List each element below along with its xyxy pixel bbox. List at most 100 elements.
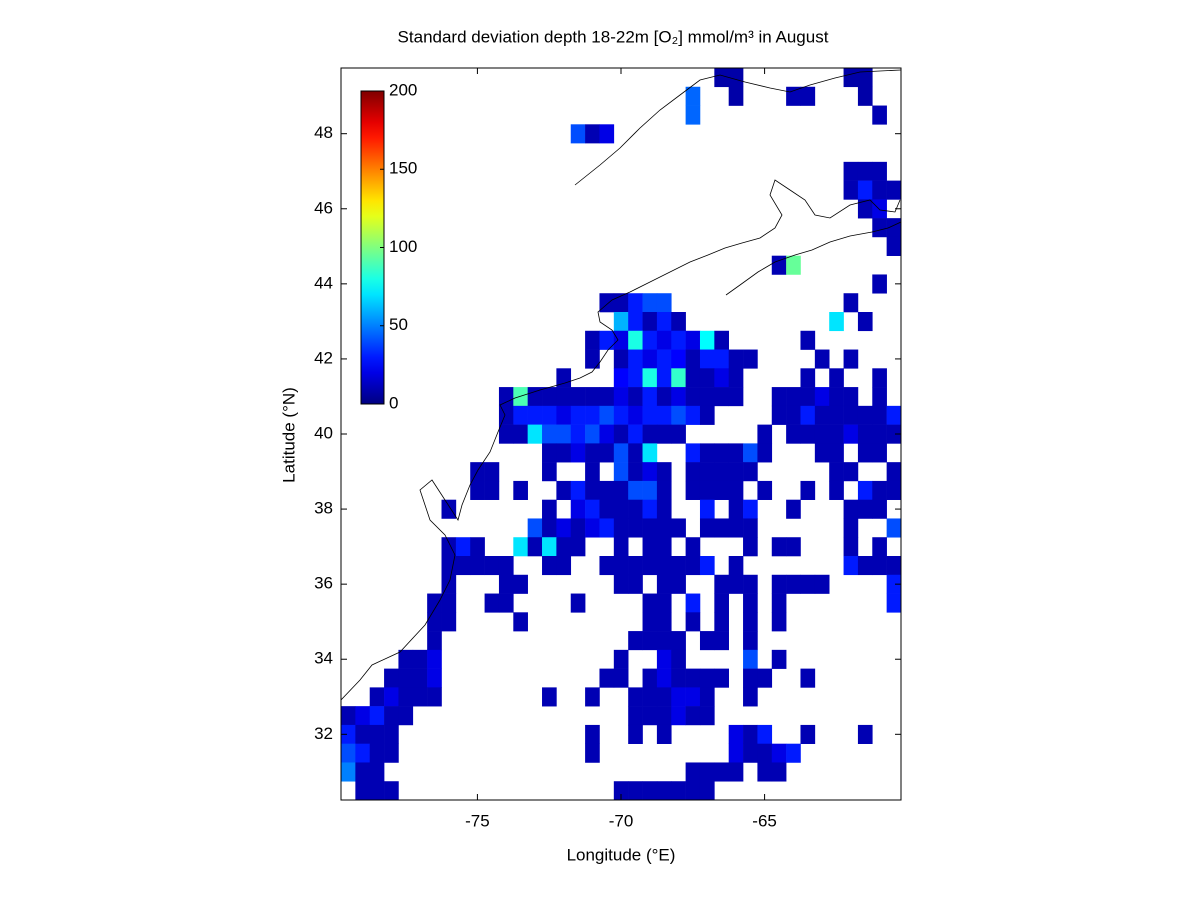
heatmap-cell <box>656 781 672 800</box>
heatmap-cell <box>585 480 600 500</box>
heatmap-cell <box>585 462 600 482</box>
heatmap-cell <box>743 574 758 594</box>
heatmap-cell <box>699 387 715 407</box>
heatmap-cell <box>613 668 629 688</box>
heatmap-cell <box>671 781 686 800</box>
heatmap-cell <box>613 518 629 538</box>
heatmap-cell <box>599 499 615 519</box>
heatmap-cell <box>685 612 701 632</box>
heatmap-cell <box>613 462 629 482</box>
heatmap-cell <box>728 387 744 407</box>
heatmap-cell <box>427 631 442 651</box>
heatmap-cell <box>628 480 643 500</box>
heatmap-cell <box>656 724 672 744</box>
heatmap-cell <box>570 405 586 425</box>
heatmap-cell <box>542 556 557 576</box>
heatmap-cell <box>369 781 385 800</box>
heatmap-cell <box>599 405 615 425</box>
y-tick-label: 42 <box>314 348 333 367</box>
heatmap-cell <box>800 724 816 744</box>
heatmap-cell <box>613 387 629 407</box>
heatmap-cell <box>728 462 744 482</box>
heatmap-cell <box>556 556 572 576</box>
heatmap-cell <box>671 649 686 669</box>
heatmap-cell <box>341 724 356 744</box>
heatmap-cell <box>685 593 701 613</box>
heatmap-cell <box>699 518 715 538</box>
heatmap-cell <box>771 405 787 425</box>
colorbar: 0 50 100 150 200 <box>360 80 417 412</box>
heatmap-cell <box>642 349 658 369</box>
heatmap-cell <box>857 312 873 332</box>
heatmap-cell <box>886 424 901 444</box>
heatmap-cell <box>671 668 686 688</box>
heatmap-cell <box>757 424 773 444</box>
heatmap-cell <box>570 593 586 613</box>
heatmap-cell <box>427 668 442 688</box>
heatmap-cell <box>786 405 801 425</box>
heatmap-cell <box>814 424 830 444</box>
heatmap-cell <box>384 781 399 800</box>
heatmap-cell <box>800 330 816 350</box>
heatmap-cell <box>757 724 773 744</box>
heatmap-cell <box>656 293 672 313</box>
heatmap-cell <box>743 443 758 463</box>
heatmap-cell <box>656 668 672 688</box>
heatmap-cell <box>757 443 773 463</box>
heatmap-cell <box>857 443 873 463</box>
colorbar-tick-label: 200 <box>389 80 417 99</box>
heatmap-cell <box>599 124 615 144</box>
heatmap-cell <box>829 312 844 332</box>
heatmap-cell <box>628 462 643 482</box>
heatmap-cell <box>628 724 643 744</box>
heatmap-cell <box>513 480 528 500</box>
heatmap-cell <box>556 443 572 463</box>
heatmap-cells <box>341 68 901 800</box>
heatmap-cell <box>685 537 701 557</box>
heatmap-cell <box>642 405 658 425</box>
heatmap-cell <box>743 724 758 744</box>
heatmap-cell <box>886 236 901 256</box>
heatmap-cell <box>628 499 643 519</box>
heatmap-cell <box>470 537 485 557</box>
heatmap-cell <box>886 218 901 238</box>
y-tick-label: 36 <box>314 574 333 593</box>
heatmap-cell <box>570 124 586 144</box>
heatmap-cell <box>642 518 658 538</box>
heatmap-cell <box>628 556 643 576</box>
heatmap-cell <box>455 537 471 557</box>
heatmap-cell <box>484 462 500 482</box>
heatmap-cell <box>628 405 643 425</box>
heatmap-cell <box>398 649 414 669</box>
heatmap-cell <box>786 574 801 594</box>
heatmap-cell <box>714 387 729 407</box>
heatmap-cell <box>857 556 873 576</box>
heatmap-cell <box>757 743 773 763</box>
heatmap-cell <box>671 424 686 444</box>
heatmap-cell <box>843 161 859 181</box>
heatmap-cell <box>656 368 672 388</box>
heatmap-cell <box>814 405 830 425</box>
heatmap-cell <box>398 687 414 707</box>
heatmap-cell <box>585 687 600 707</box>
heatmap-cell <box>872 537 887 557</box>
heatmap-cell <box>728 443 744 463</box>
heatmap-cell <box>585 518 600 538</box>
heatmap-cell <box>585 387 600 407</box>
heatmap-cell <box>714 368 729 388</box>
heatmap-cell <box>671 574 686 594</box>
heatmap-cell <box>498 387 514 407</box>
heatmap-cell <box>671 349 686 369</box>
heatmap-cell <box>441 612 457 632</box>
heatmap-cell <box>714 612 729 632</box>
heatmap-cell <box>843 349 859 369</box>
heatmap-cell <box>671 706 686 726</box>
heatmap-cell <box>384 687 399 707</box>
heatmap-cell <box>743 612 758 632</box>
heatmap-cell <box>599 480 615 500</box>
heatmap-cell <box>886 405 901 425</box>
heatmap-cell <box>872 499 887 519</box>
heatmap-cell <box>886 180 901 200</box>
heatmap-cell <box>355 762 371 782</box>
